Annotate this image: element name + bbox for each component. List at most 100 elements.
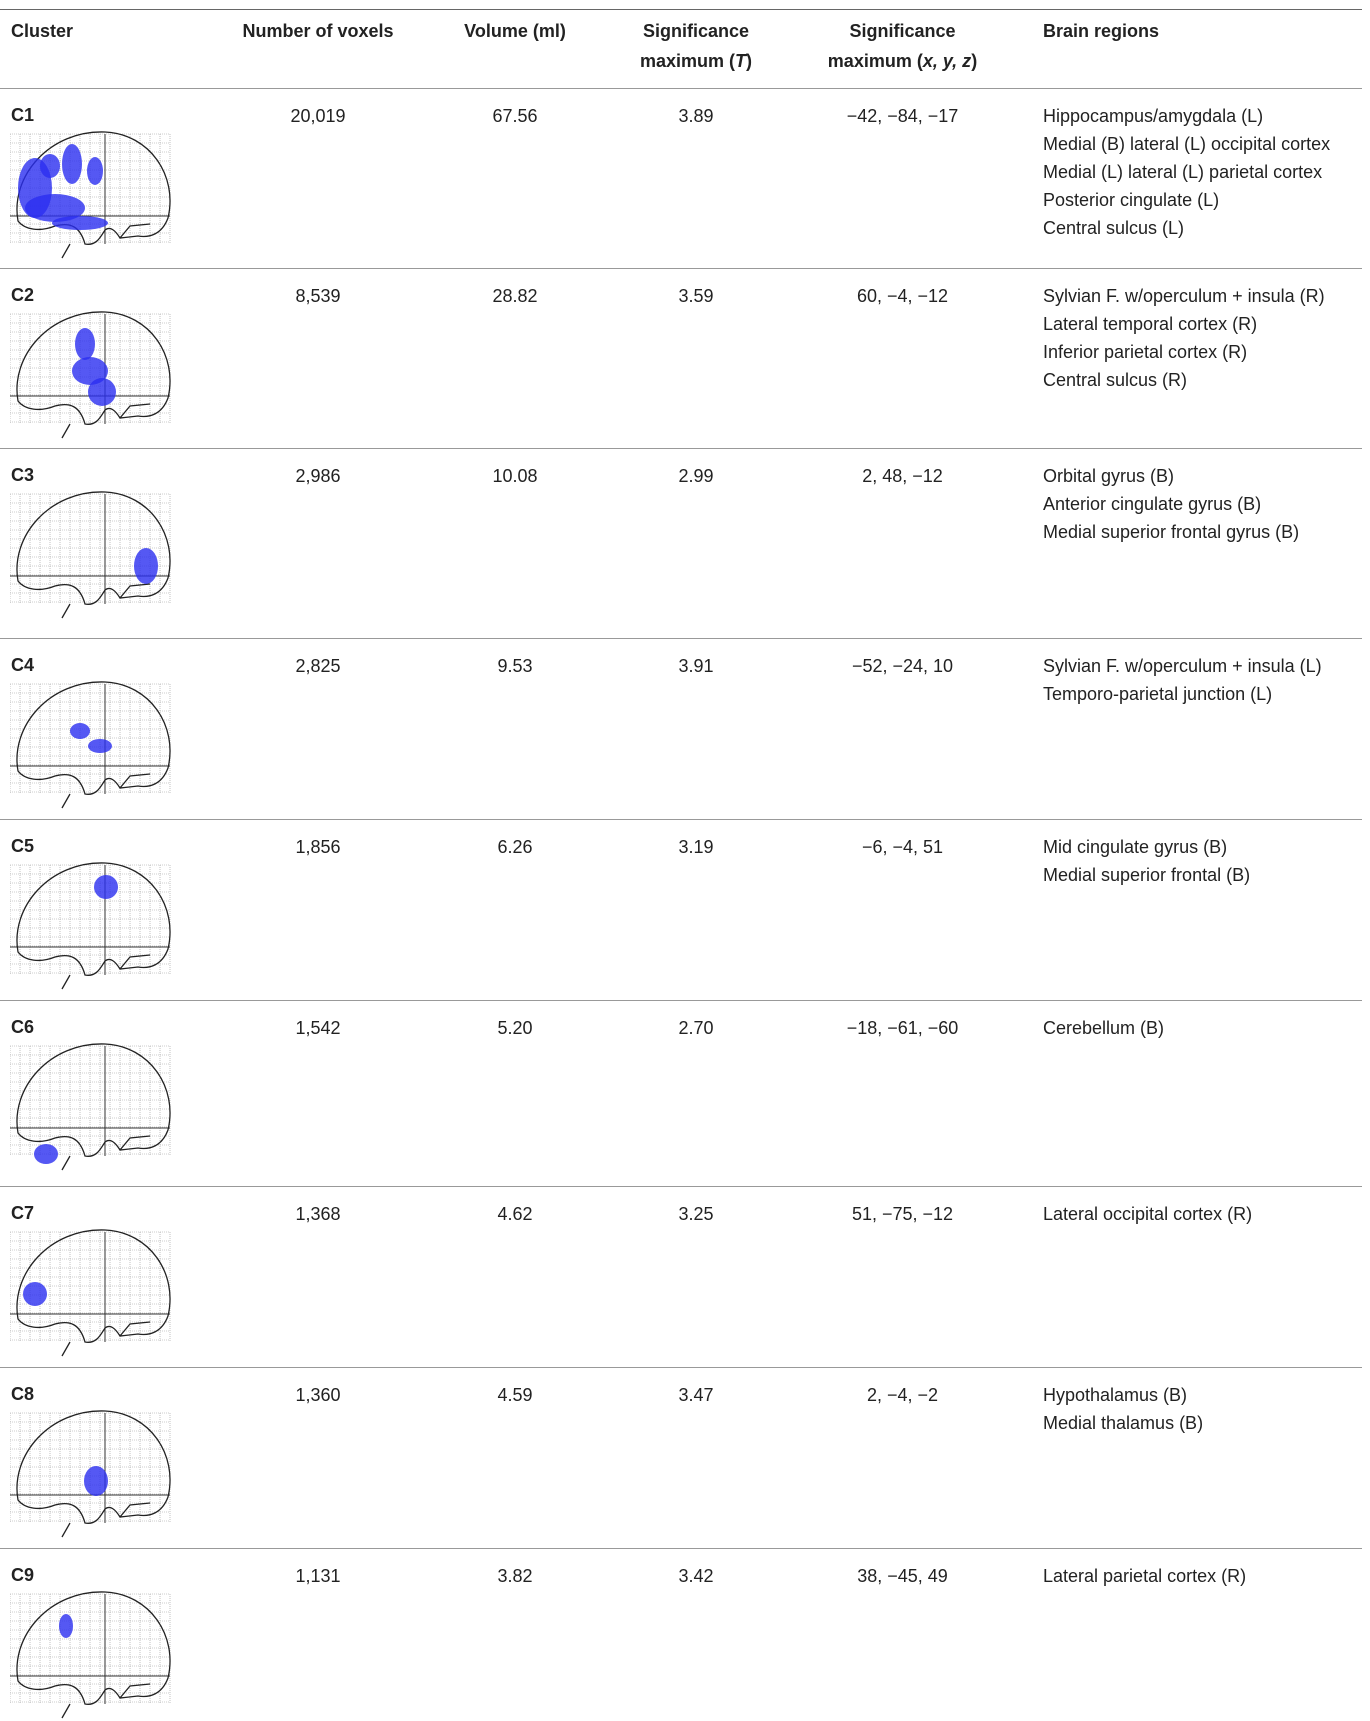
region: Lateral parietal cortex (R) — [1043, 1562, 1363, 1590]
cell-t: 3.59 — [616, 282, 776, 310]
regions: Hippocampus/amygdala (L)Medial (B) later… — [1043, 102, 1363, 242]
cell-voxels: 2,986 — [228, 462, 408, 490]
cell-voxels: 1,368 — [228, 1200, 408, 1228]
brain-glyph — [10, 126, 175, 261]
activation — [62, 144, 82, 184]
cell-xyz: 51, −75, −12 — [810, 1200, 995, 1228]
header-cell: Significance maximum (x, y, z) — [810, 16, 995, 76]
cell-t: 2.70 — [616, 1014, 776, 1042]
cell-volume: 9.53 — [440, 652, 590, 680]
header-part: T — [735, 51, 746, 71]
regions: Mid cingulate gyrus (B)Medial superior f… — [1043, 833, 1363, 889]
cell-volume: 28.82 — [440, 282, 590, 310]
activation — [34, 1144, 58, 1164]
cell-xyz: 2, 48, −12 — [810, 462, 995, 490]
activation — [59, 1614, 73, 1638]
activation — [52, 216, 108, 230]
row-rule — [0, 448, 1362, 449]
header-part: Significance maximum ( — [640, 21, 749, 71]
header-part: ) — [746, 51, 752, 71]
regions: Cerebellum (B) — [1043, 1014, 1363, 1042]
row-rule — [0, 88, 1362, 89]
region: Medial thalamus (B) — [1043, 1409, 1363, 1437]
cell-t: 3.19 — [616, 833, 776, 861]
activation — [87, 157, 103, 185]
region: Anterior cingulate gyrus (B) — [1043, 490, 1363, 518]
regions: Sylvian F. w/operculum + insula (L)Tempo… — [1043, 652, 1363, 708]
brain-glyph — [10, 1224, 175, 1359]
cell-volume: 67.56 — [440, 102, 590, 130]
cell-t: 3.91 — [616, 652, 776, 680]
cell-xyz: −6, −4, 51 — [810, 833, 995, 861]
activation — [40, 154, 60, 178]
regions: Orbital gyrus (B)Anterior cingulate gyru… — [1043, 462, 1363, 546]
brain-glyph — [10, 1405, 175, 1540]
cell-xyz: 2, −4, −2 — [810, 1381, 995, 1409]
activation — [88, 739, 112, 753]
cell-volume: 6.26 — [440, 833, 590, 861]
header-part: ) — [971, 51, 977, 71]
region: Central sulcus (L) — [1043, 214, 1363, 242]
cell-voxels: 1,856 — [228, 833, 408, 861]
region: Hypothalamus (B) — [1043, 1381, 1363, 1409]
activation — [88, 378, 116, 406]
regions: Lateral parietal cortex (R) — [1043, 1562, 1363, 1590]
cell-volume: 10.08 — [440, 462, 590, 490]
activation — [94, 875, 118, 899]
row-rule — [0, 638, 1362, 639]
region: Cerebellum (B) — [1043, 1014, 1363, 1042]
brain-glyph — [10, 857, 175, 992]
region: Orbital gyrus (B) — [1043, 462, 1363, 490]
cell-voxels: 2,825 — [228, 652, 408, 680]
cell-volume: 5.20 — [440, 1014, 590, 1042]
cell-xyz: 60, −4, −12 — [810, 282, 995, 310]
row-rule — [0, 1548, 1362, 1549]
row-rule — [0, 819, 1362, 820]
header-cell: Cluster — [11, 16, 191, 46]
brain-glyph — [10, 1586, 175, 1721]
brain-glyph — [10, 306, 175, 441]
cell-volume: 4.59 — [440, 1381, 590, 1409]
header-cell: Brain regions — [1043, 16, 1363, 46]
activation — [23, 1282, 47, 1306]
region: Hippocampus/amygdala (L) — [1043, 102, 1363, 130]
header-cell: Volume (ml) — [440, 16, 590, 46]
brain-glyph — [10, 676, 175, 811]
region: Central sulcus (R) — [1043, 366, 1363, 394]
activation — [75, 328, 95, 360]
cell-volume: 4.62 — [440, 1200, 590, 1228]
cell-voxels: 1,360 — [228, 1381, 408, 1409]
region: Temporo-parietal junction (L) — [1043, 680, 1363, 708]
brain-glyph — [10, 1038, 175, 1173]
cell-t: 3.89 — [616, 102, 776, 130]
region: Inferior parietal cortex (R) — [1043, 338, 1363, 366]
cell-voxels: 20,019 — [228, 102, 408, 130]
row-rule — [0, 1000, 1362, 1001]
regions: Sylvian F. w/operculum + insula (R)Later… — [1043, 282, 1363, 394]
page: ClusterNumber of voxelsVolume (ml)Signif… — [0, 0, 1370, 1710]
cell-voxels: 1,542 — [228, 1014, 408, 1042]
region: Lateral occipital cortex (R) — [1043, 1200, 1363, 1228]
cell-xyz: 38, −45, 49 — [810, 1562, 995, 1590]
cell-t: 3.42 — [616, 1562, 776, 1590]
header-cell: Significance maximum (T) — [616, 16, 776, 76]
cell-xyz: −18, −61, −60 — [810, 1014, 995, 1042]
top-rule — [0, 9, 1362, 10]
region: Sylvian F. w/operculum + insula (L) — [1043, 652, 1363, 680]
cell-xyz: −42, −84, −17 — [810, 102, 995, 130]
header-part: x, y, z — [923, 51, 971, 71]
activation — [70, 723, 90, 739]
brain-glyph — [10, 486, 175, 621]
cell-t: 3.25 — [616, 1200, 776, 1228]
region: Sylvian F. w/operculum + insula (R) — [1043, 282, 1363, 310]
row-rule — [0, 268, 1362, 269]
region: Medial superior frontal (B) — [1043, 861, 1363, 889]
region: Mid cingulate gyrus (B) — [1043, 833, 1363, 861]
cell-volume: 3.82 — [440, 1562, 590, 1590]
cell-xyz: −52, −24, 10 — [810, 652, 995, 680]
region: Medial (B) lateral (L) occipital cortex — [1043, 130, 1363, 158]
cell-t: 3.47 — [616, 1381, 776, 1409]
row-rule — [0, 1367, 1362, 1368]
activation — [84, 1466, 108, 1496]
region: Medial superior frontal gyrus (B) — [1043, 518, 1363, 546]
